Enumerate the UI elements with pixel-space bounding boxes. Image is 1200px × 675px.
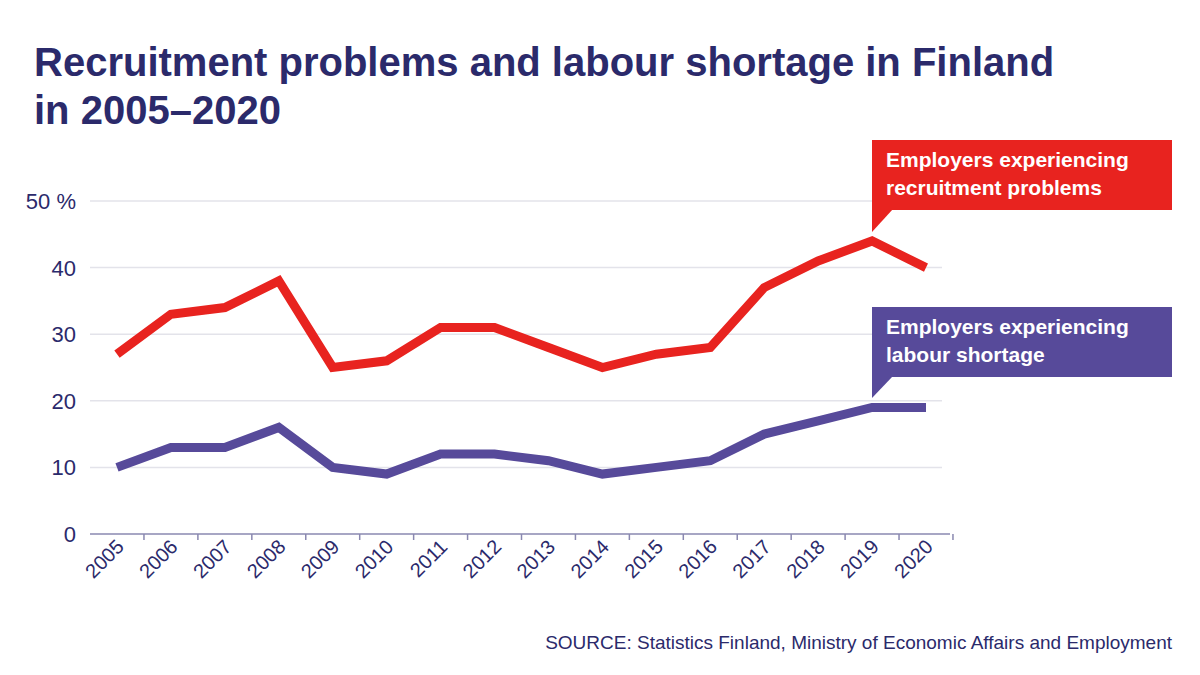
x-tick-label: 2017 [728, 535, 775, 582]
x-tick [143, 534, 145, 540]
x-axis [90, 533, 950, 535]
x-tick-label: 2006 [135, 535, 182, 582]
x-tick-label: 2020 [890, 535, 937, 582]
x-tick [629, 534, 631, 540]
y-tick-label: 40 [52, 256, 76, 281]
x-tick [197, 534, 199, 540]
title: Recruitment problems and labour shortage… [34, 38, 1079, 134]
y-tick-label: 10 [52, 455, 76, 480]
x-tick [413, 534, 415, 540]
x-tick-label: 2014 [566, 535, 613, 582]
x-tick [575, 534, 577, 540]
source: SOURCE: Statistics Finland, Ministry of … [545, 632, 1172, 654]
x-tick-label: 2011 [405, 535, 451, 581]
x-tick [844, 534, 846, 540]
x-tick [521, 534, 523, 540]
series-label: Employers experiencing recruitment probl… [872, 140, 1172, 210]
x-tick-label: 2013 [512, 535, 559, 582]
x-tick-label: 2009 [297, 535, 344, 582]
y-tick-label: 0 [64, 522, 76, 547]
grid-line [90, 200, 942, 202]
x-tick [251, 534, 253, 540]
x-tick-label: 2019 [836, 535, 883, 582]
x-tick [467, 534, 469, 540]
callout-pointer [872, 209, 893, 232]
y-tick-label: 20 [52, 389, 76, 414]
x-tick [683, 534, 685, 540]
series-line [117, 407, 926, 474]
x-tick-label: 2018 [782, 535, 829, 582]
series-label: Employers experiencing labour shortage [872, 307, 1172, 377]
x-tick-label: 2008 [243, 535, 290, 582]
grid-line [90, 400, 942, 402]
x-tick [898, 534, 900, 540]
x-tick [359, 534, 361, 540]
x-tick [952, 534, 954, 540]
y-tick-label: 30 [52, 322, 76, 347]
x-tick-label: 2010 [350, 535, 397, 582]
grid-line [90, 467, 942, 469]
x-tick-label: 2005 [81, 535, 128, 582]
x-tick [736, 534, 738, 540]
x-tick-label: 2015 [620, 535, 667, 582]
x-tick [305, 534, 307, 540]
y-tick-label: 50 % [26, 189, 76, 214]
plot-area [117, 241, 926, 474]
series-line [117, 241, 926, 368]
callout-pointer [872, 376, 893, 398]
x-tick-label: 2007 [189, 535, 236, 582]
x-tick-label: 2012 [458, 535, 505, 582]
x-tick-label: 2016 [674, 535, 721, 582]
x-tick [790, 534, 792, 540]
